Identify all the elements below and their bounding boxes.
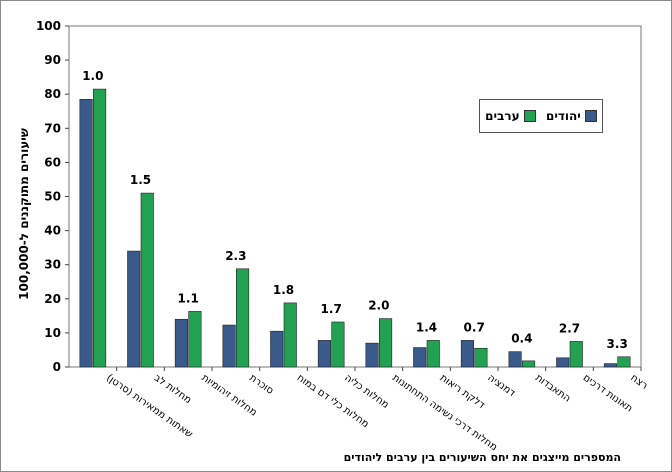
y-tick-label: 90: [44, 53, 61, 67]
legend-swatch-arabs: [523, 110, 536, 122]
category-label: מחלות כליה: [342, 372, 390, 410]
ratio-label: 3.3: [607, 337, 628, 351]
category-label: מחלות לב: [152, 372, 193, 406]
bar-arabs: [93, 88, 107, 368]
ratio-note: המספרים מייצגים את יחס השיעורים בין ערבי…: [343, 451, 621, 464]
bar-arabs: [379, 318, 393, 368]
y-tick-label: 20: [44, 292, 61, 306]
bar-arabs: [331, 321, 345, 368]
ratio-label: 0.7: [464, 320, 485, 334]
bar-arabs: [426, 340, 440, 368]
y-tick-label: 60: [44, 155, 61, 169]
bar-jews: [270, 330, 284, 368]
bar-jews: [556, 357, 570, 368]
bar-jews: [317, 340, 331, 368]
y-axis-label-text: שיעורים מתוקננים ל-100,000: [17, 128, 31, 300]
legend-swatch-jews: [584, 110, 597, 122]
y-tick-label: 50: [44, 190, 61, 204]
ratio-label: 2.3: [225, 249, 246, 263]
bar-jews: [413, 347, 427, 368]
ratio-label: 1.4: [416, 320, 437, 334]
ratio-label: 2.7: [559, 321, 580, 335]
legend-label-jews: יהודים: [545, 109, 581, 123]
y-tick-label: 0: [53, 360, 61, 374]
ratio-label: 2.0: [368, 299, 389, 313]
category-label: דמנציה: [485, 372, 517, 399]
y-tick-label: 80: [44, 87, 61, 101]
bar-arabs: [569, 341, 583, 368]
y-tick-label: 100: [36, 19, 61, 33]
bar-arabs: [188, 311, 202, 368]
ratio-label: 1.7: [321, 302, 342, 316]
y-tick-label: 70: [44, 121, 61, 135]
bar-arabs: [474, 347, 488, 368]
bar-jews: [365, 342, 379, 368]
ratio-label: 1.1: [178, 291, 199, 305]
category-label: התאבדות: [533, 372, 572, 404]
category-label: שאתות ממאירות (סרטן): [104, 372, 194, 440]
bar-jews: [222, 324, 236, 368]
bar-jews: [508, 351, 522, 368]
ratio-label: 0.4: [511, 332, 532, 346]
legend-item-arabs: ערבים: [485, 109, 536, 123]
bar-jews: [79, 99, 93, 368]
category-label: רצח: [628, 372, 649, 391]
bar-arabs: [140, 192, 154, 368]
bar-jews: [603, 363, 617, 368]
y-tick-label: 40: [44, 224, 61, 238]
bar-arabs: [236, 268, 250, 368]
y-tick-label: 10: [44, 326, 61, 340]
bar-arabs: [522, 360, 536, 368]
ratio-label: 1.5: [130, 173, 151, 187]
y-axis-label: שיעורים מתוקננים ל-100,000: [11, 99, 37, 329]
bar-jews: [460, 340, 474, 368]
bar-arabs: [617, 356, 631, 368]
bar-arabs: [283, 302, 297, 368]
legend-item-jews: יהודים: [546, 109, 597, 123]
category-label: תאונות דרכים: [581, 372, 635, 414]
legend-label-arabs: ערבים: [485, 109, 520, 123]
bar-jews: [174, 318, 188, 368]
bar-jews: [127, 250, 141, 368]
legend: ערבים יהודים: [479, 99, 603, 133]
ratio-label: 1.8: [273, 283, 294, 297]
plot-area: [68, 25, 642, 368]
category-label: סוכרת: [247, 372, 275, 396]
y-tick-label: 30: [44, 258, 61, 272]
ratio-label: 1.0: [82, 69, 103, 83]
